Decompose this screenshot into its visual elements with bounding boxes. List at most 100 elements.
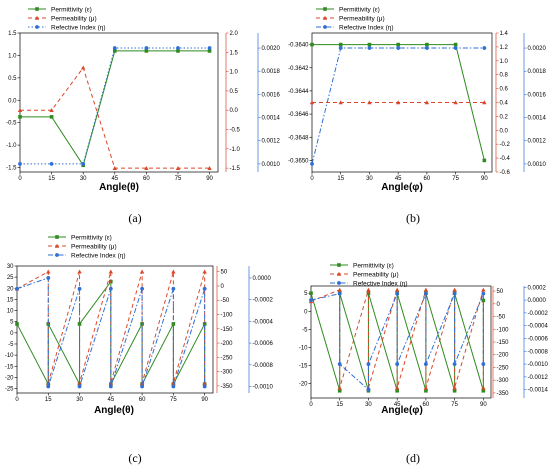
data-point: [207, 49, 212, 53]
y-left-tick-label: -0.3646: [288, 112, 309, 118]
legend-marker: [337, 263, 341, 267]
data-point: [424, 46, 429, 50]
data-point: [80, 65, 86, 70]
data-point: [140, 384, 145, 389]
x-tick-label: 60: [139, 397, 146, 403]
y-right1-tick-label: -300: [497, 378, 510, 384]
y-left-tick-label: -20: [5, 375, 14, 381]
data-point: [366, 362, 371, 366]
y-left-tick-label: 5: [10, 320, 14, 326]
data-point: [337, 287, 342, 292]
y-left-tick-label: -5: [302, 327, 308, 333]
y-right2-tick-label: -0.0006: [253, 341, 274, 347]
panel-c: 0 15 30 45 60 75 90Angle(θ)-25-20-15-10-505101…: [5, 234, 274, 465]
data-point: [77, 269, 82, 274]
data-point: [453, 46, 458, 50]
legend-marker: [323, 25, 327, 29]
panel-d: 0 15 30 45 60 75 90Angle(φ)-20-15-10-505-350-3…: [299, 262, 549, 465]
data-point: [144, 46, 149, 50]
x-tick-label: 15: [336, 402, 343, 408]
panel-caption: (d): [406, 451, 420, 465]
y-left-tick-label: -1.0: [6, 143, 17, 149]
data-point: [396, 42, 400, 47]
y-right1-tick-label: 1.4: [500, 31, 509, 37]
data-point: [18, 115, 22, 119]
data-point: [140, 286, 145, 291]
y-right1-tick-label: -0.6: [500, 170, 511, 176]
data-point: [15, 286, 19, 291]
data-point: [481, 362, 486, 366]
y-left-tick-label: -0.3648: [288, 135, 309, 141]
legend-marker: [55, 235, 59, 239]
data-point: [202, 380, 207, 385]
data-point: [481, 291, 486, 296]
legend-entry: Refective Index (η): [353, 280, 408, 287]
data-point: [15, 322, 19, 326]
data-point: [108, 269, 114, 274]
x-tick-label: 60: [143, 176, 150, 182]
y-right2-tick-label: -0.0002: [528, 311, 549, 317]
y-left-tick-label: 10: [7, 309, 14, 315]
y-right1-tick-label: 0.0: [230, 108, 239, 114]
data-point: [481, 388, 486, 393]
y-right2-tick-label: 0.0002: [528, 285, 547, 291]
data-point: [452, 291, 457, 296]
y-right2-tick-label: -0.0004: [528, 324, 549, 330]
legend-marker: [336, 271, 342, 276]
data-point: [482, 158, 487, 163]
data-point: [452, 362, 457, 366]
data-point: [176, 46, 180, 50]
y-left-tick-label: -0.3644: [288, 89, 309, 95]
y-right1-tick-label: 0.5: [230, 89, 239, 95]
x-tick-label: 0: [18, 176, 22, 182]
data-point: [49, 161, 54, 166]
data-point: [46, 269, 51, 274]
y-left-tick-label: 5: [304, 291, 308, 297]
legend-entry: Refective Index (η): [51, 24, 106, 31]
y-right1-tick-label: -200: [221, 341, 234, 347]
panel-caption: (a): [128, 211, 141, 225]
y-right1-tick-label: 50: [221, 270, 228, 276]
y-right1-tick-label: 0: [221, 284, 225, 290]
legend-entry: Permittivity (ε): [71, 234, 112, 241]
series-line-refractive-index: [311, 47, 485, 165]
x-axis-label: Angle(φ): [381, 405, 423, 416]
data-point: [207, 165, 212, 170]
data-point: [18, 161, 22, 166]
data-point: [171, 269, 176, 274]
data-point: [175, 165, 181, 170]
legend-marker: [323, 7, 327, 11]
legend-entry: Permittivity (ε): [339, 6, 380, 13]
y-right2-tick-label: -0.0006: [528, 336, 549, 342]
legend-marker: [322, 15, 328, 20]
y-left-tick-label: 15: [7, 297, 14, 303]
y-left-tick-label: 30: [7, 264, 14, 270]
data-point: [395, 388, 399, 393]
data-point: [396, 46, 401, 50]
data-point: [337, 385, 342, 390]
data-point: [309, 291, 313, 296]
y-right2-tick-label: 0.0010: [262, 162, 281, 168]
legend-entry: Refective Index (η): [71, 252, 126, 259]
x-tick-label: 90: [201, 397, 208, 403]
y-right2-tick-label: 0.0020: [262, 46, 281, 52]
x-tick-label: 90: [206, 176, 213, 182]
y-right1-tick-label: 2.0: [230, 31, 239, 37]
panel-a: 0 15 30 45 60 75 90 Angle(θ) -1.5 -1.0 -0.5 0.0 0.5 1…: [6, 6, 280, 225]
data-point: [452, 385, 457, 390]
y-right1-tick-label: -1.5: [230, 166, 241, 172]
y-right1-tick-label: 1.0: [500, 59, 509, 65]
y-right1-tick-label: -100: [221, 313, 234, 319]
legend-entry: Permeability (μ): [353, 271, 399, 278]
data-point: [394, 385, 400, 390]
legend-marker: [35, 7, 39, 11]
data-point: [112, 165, 117, 170]
legend-marker: [34, 15, 40, 20]
legend-marker: [54, 243, 60, 248]
plot-frame: [310, 285, 492, 399]
data-point: [452, 388, 457, 393]
y-right1-tick-label: -200: [497, 353, 510, 359]
y-right2-tick-label: 0.0012: [528, 139, 547, 145]
x-axis-label: Angle(θ): [94, 405, 134, 416]
